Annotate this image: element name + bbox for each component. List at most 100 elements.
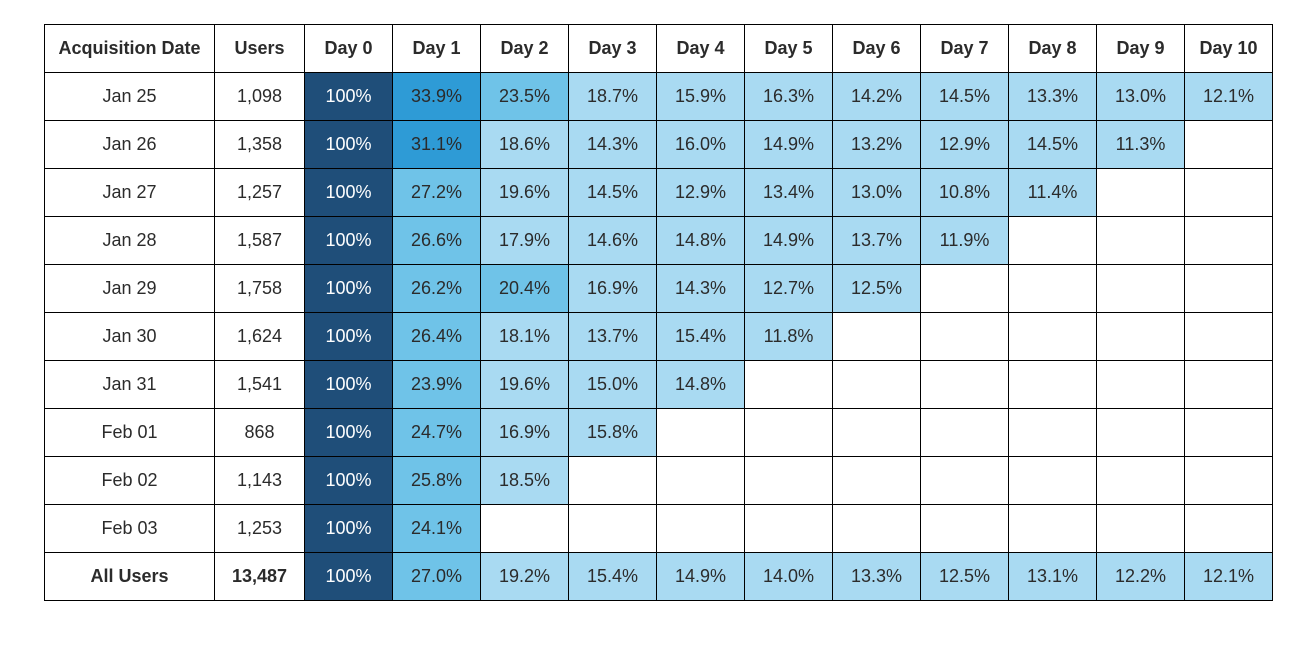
retention-cell: 100%: [305, 505, 393, 553]
retention-cell: 13.7%: [833, 217, 921, 265]
row-label: Feb 01: [45, 409, 215, 457]
retention-cell: 100%: [305, 553, 393, 601]
retention-cell: 13.2%: [833, 121, 921, 169]
retention-cell: [921, 505, 1009, 553]
cohort-retention-table: Acquisition Date Users Day 0Day 1Day 2Da…: [44, 24, 1273, 601]
row-users: 1,098: [215, 73, 305, 121]
table-row: Jan 251,098100%33.9%23.5%18.7%15.9%16.3%…: [45, 73, 1273, 121]
retention-cell: [1009, 505, 1097, 553]
col-header-day-0: Day 0: [305, 25, 393, 73]
retention-cell: [745, 505, 833, 553]
retention-cell: 12.2%: [1097, 553, 1185, 601]
retention-cell: [569, 457, 657, 505]
retention-cell: 14.2%: [833, 73, 921, 121]
retention-cell: 14.8%: [657, 217, 745, 265]
retention-cell: 23.9%: [393, 361, 481, 409]
table-row: Feb 021,143100%25.8%18.5%: [45, 457, 1273, 505]
row-users: 1,143: [215, 457, 305, 505]
retention-cell: [921, 313, 1009, 361]
retention-cell: 100%: [305, 313, 393, 361]
retention-cell: 13.3%: [1009, 73, 1097, 121]
retention-cell: [745, 409, 833, 457]
retention-cell: 14.0%: [745, 553, 833, 601]
retention-cell: 11.4%: [1009, 169, 1097, 217]
row-label: Jan 30: [45, 313, 215, 361]
col-header-day-4: Day 4: [657, 25, 745, 73]
retention-cell: [921, 361, 1009, 409]
row-users: 1,257: [215, 169, 305, 217]
retention-cell: [833, 505, 921, 553]
table-row: Feb 01868100%24.7%16.9%15.8%: [45, 409, 1273, 457]
retention-cell: 13.0%: [1097, 73, 1185, 121]
row-users: 1,624: [215, 313, 305, 361]
retention-cell: [1097, 457, 1185, 505]
retention-cell: 16.0%: [657, 121, 745, 169]
retention-cell: 12.1%: [1185, 73, 1273, 121]
retention-cell: 100%: [305, 457, 393, 505]
retention-cell: 100%: [305, 265, 393, 313]
retention-cell: 14.3%: [657, 265, 745, 313]
retention-cell: 13.7%: [569, 313, 657, 361]
retention-cell: 27.0%: [393, 553, 481, 601]
retention-cell: 24.7%: [393, 409, 481, 457]
row-users: 1,541: [215, 361, 305, 409]
retention-cell: [1185, 121, 1273, 169]
retention-cell: 14.9%: [745, 217, 833, 265]
table-body: Jan 251,098100%33.9%23.5%18.7%15.9%16.3%…: [45, 73, 1273, 601]
retention-cell: [1185, 361, 1273, 409]
retention-cell: 23.5%: [481, 73, 569, 121]
retention-cell: 27.2%: [393, 169, 481, 217]
retention-cell: [1009, 217, 1097, 265]
retention-cell: [833, 409, 921, 457]
retention-cell: [1097, 265, 1185, 313]
row-label: Jan 29: [45, 265, 215, 313]
table-row: Jan 271,257100%27.2%19.6%14.5%12.9%13.4%…: [45, 169, 1273, 217]
retention-cell: 100%: [305, 121, 393, 169]
retention-cell: [1185, 313, 1273, 361]
retention-cell: [1185, 169, 1273, 217]
retention-cell: [921, 457, 1009, 505]
row-label: Jan 26: [45, 121, 215, 169]
retention-cell: 14.6%: [569, 217, 657, 265]
retention-cell: 18.6%: [481, 121, 569, 169]
retention-cell: 33.9%: [393, 73, 481, 121]
retention-cell: 17.9%: [481, 217, 569, 265]
col-header-day-7: Day 7: [921, 25, 1009, 73]
retention-cell: 100%: [305, 169, 393, 217]
retention-cell: 26.4%: [393, 313, 481, 361]
col-header-day-3: Day 3: [569, 25, 657, 73]
retention-cell: [833, 313, 921, 361]
col-header-day-6: Day 6: [833, 25, 921, 73]
row-users: 1,253: [215, 505, 305, 553]
retention-cell: [1097, 169, 1185, 217]
retention-cell: [1097, 409, 1185, 457]
retention-cell: 100%: [305, 361, 393, 409]
table-total-row: All Users13,487100%27.0%19.2%15.4%14.9%1…: [45, 553, 1273, 601]
retention-cell: [1009, 361, 1097, 409]
retention-cell: [657, 409, 745, 457]
table-header-row: Acquisition Date Users Day 0Day 1Day 2Da…: [45, 25, 1273, 73]
retention-cell: 12.9%: [657, 169, 745, 217]
retention-cell: 13.0%: [833, 169, 921, 217]
total-users: 13,487: [215, 553, 305, 601]
retention-cell: 19.6%: [481, 169, 569, 217]
retention-cell: 24.1%: [393, 505, 481, 553]
retention-cell: [1185, 457, 1273, 505]
table-row: Jan 261,358100%31.1%18.6%14.3%16.0%14.9%…: [45, 121, 1273, 169]
table-row: Feb 031,253100%24.1%: [45, 505, 1273, 553]
retention-cell: 14.5%: [921, 73, 1009, 121]
retention-cell: [481, 505, 569, 553]
retention-cell: 11.9%: [921, 217, 1009, 265]
retention-cell: 13.1%: [1009, 553, 1097, 601]
retention-cell: 10.8%: [921, 169, 1009, 217]
retention-cell: 31.1%: [393, 121, 481, 169]
retention-cell: 15.8%: [569, 409, 657, 457]
retention-cell: 19.2%: [481, 553, 569, 601]
retention-cell: 26.2%: [393, 265, 481, 313]
row-label: Jan 27: [45, 169, 215, 217]
table-row: Jan 301,624100%26.4%18.1%13.7%15.4%11.8%: [45, 313, 1273, 361]
retention-cell: 15.0%: [569, 361, 657, 409]
retention-cell: [833, 457, 921, 505]
row-users: 868: [215, 409, 305, 457]
col-header-acquisition: Acquisition Date: [45, 25, 215, 73]
